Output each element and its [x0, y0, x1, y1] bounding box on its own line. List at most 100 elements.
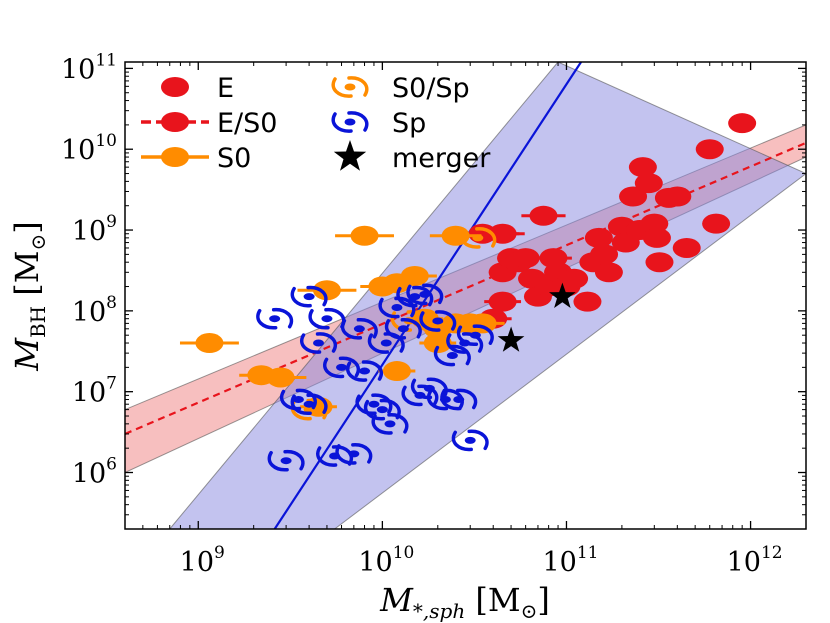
point-sp-9-arm-b	[351, 443, 373, 464]
point-sp-3-core	[303, 400, 315, 408]
legend-label-0: E	[217, 73, 234, 104]
point-sp-19-arm-b	[417, 384, 439, 406]
fit-line-0	[125, 141, 806, 435]
point-sp-5-core	[313, 339, 325, 347]
y-tick-label-2: 108	[72, 293, 117, 328]
legend-entry-e: E	[161, 73, 234, 104]
point-sp-4-arm-a	[290, 286, 312, 308]
y-tick-label-4: 1010	[61, 131, 117, 166]
legend-marker-1	[161, 112, 189, 132]
legend: E E/S0 S0 S0/Sp Sp merger	[141, 73, 491, 174]
point-sp-4-arm-b	[306, 285, 328, 307]
point-sp-12-core	[368, 400, 380, 408]
legend-label-5: merger	[392, 143, 491, 174]
point-sp-6-arm-a	[308, 308, 330, 330]
point-e-27	[695, 139, 724, 160]
point-e-23	[645, 252, 674, 273]
point-sp-6-core	[321, 315, 333, 323]
point-sp-25-arm-b	[456, 388, 478, 410]
point-sp-11-arm-a	[346, 361, 368, 382]
legend-marker-4-core	[344, 118, 356, 126]
point-sp-0-arm-a	[256, 308, 278, 330]
point-e-s0-3	[488, 291, 517, 312]
legend-marker-4-arm-a	[331, 112, 353, 133]
point-s0-sp-1-arm-b	[475, 227, 497, 248]
point-sp-20-core	[419, 290, 431, 298]
point-sp-13-arm-a	[363, 399, 386, 421]
point-sp-1-arm-a	[267, 450, 289, 472]
point-sp-8-core	[336, 363, 348, 371]
point-s0-sp-1-arm-a	[459, 228, 481, 249]
point-sp-15-arm-b	[387, 413, 409, 434]
point-sp-8-arm-a	[323, 357, 345, 379]
series-e	[488, 113, 757, 312]
point-e-25	[663, 186, 692, 207]
point-sp-14-arm-a	[367, 333, 390, 354]
legend-entry-e-s0: E/S0	[141, 108, 277, 139]
point-sp-4-core	[303, 293, 315, 301]
point-sp-18-arm-a	[396, 286, 418, 308]
legend-marker-2	[161, 147, 189, 167]
point-sp-5-arm-a	[300, 333, 322, 354]
point-sp-25-arm-a	[440, 389, 462, 411]
y-tick-label-5: 1011	[61, 50, 117, 85]
point-sp-24-arm-a	[433, 345, 456, 367]
point-s0-0	[195, 333, 224, 354]
point-sp-7-arm-a	[316, 446, 338, 467]
point-sp-8-arm-b	[338, 356, 360, 378]
point-s0-2	[266, 367, 295, 388]
point-e-22	[642, 227, 671, 248]
point-merger-1	[497, 326, 525, 352]
point-sp-22-arm-b	[435, 310, 457, 331]
point-e-28	[702, 213, 731, 234]
point-sp-20-arm-b	[422, 283, 444, 305]
point-e-s0-2	[529, 205, 558, 226]
point-sp-28-core	[469, 331, 481, 339]
legend-marker-0	[161, 77, 189, 97]
point-sp-1-arm-b	[283, 449, 305, 471]
point-sp-22-arm-a	[419, 311, 441, 332]
point-sp-20-arm-a	[406, 284, 428, 306]
point-sp-2-core	[292, 396, 304, 404]
legend-label-2: S0	[217, 143, 251, 174]
point-sp-10-arm-b	[356, 318, 378, 339]
point-sp-0-core	[269, 315, 281, 323]
axis-ticks: 109 1010 1011 1012 106 107 108 109 1010 1011	[61, 50, 806, 578]
point-sp-19-arm-a	[401, 385, 423, 407]
point-sp-28-arm-a	[456, 325, 479, 346]
point-s0-12	[423, 333, 452, 354]
point-s0-9	[400, 266, 429, 287]
point-sp-9-arm-a	[335, 444, 357, 465]
legend-marker-3-arm-b	[347, 76, 369, 97]
point-e-10	[573, 291, 602, 312]
point-sp-13-core	[376, 406, 388, 414]
x-axis-label: M*,sph [M⊙]	[379, 581, 550, 623]
legend-entry-s0-sp: S0/Sp	[331, 73, 470, 104]
point-sp-0-arm-b	[271, 307, 294, 329]
x-tick-label-2: 1011	[542, 543, 598, 578]
point-sp-24-core	[446, 352, 458, 360]
point-e-19	[628, 157, 657, 178]
point-sp-17-arm-b	[400, 318, 422, 339]
x-tick-label-1: 1010	[358, 543, 414, 578]
point-e-17	[619, 186, 648, 207]
points-layer	[179, 113, 757, 472]
point-sp-9-core	[348, 450, 360, 458]
point-e-26	[672, 237, 701, 258]
point-sp-3-arm-b	[306, 393, 328, 414]
point-s0-16	[468, 313, 497, 334]
point-sp-15-core	[384, 420, 396, 428]
point-e-13	[590, 244, 619, 265]
y-tick-label-1: 107	[72, 374, 117, 409]
point-e-3	[511, 248, 540, 269]
point-sp-12-arm-a	[355, 394, 377, 415]
point-sp-16-arm-a	[378, 297, 400, 319]
x-tick-label-0: 109	[180, 543, 225, 578]
point-sp-27-core	[464, 436, 476, 444]
legend-marker-4-arm-b	[347, 111, 369, 132]
point-sp-5-arm-b	[315, 332, 337, 353]
legend-label-4: Sp	[392, 108, 426, 139]
point-s0-4	[312, 280, 341, 301]
series-sp	[256, 283, 494, 472]
